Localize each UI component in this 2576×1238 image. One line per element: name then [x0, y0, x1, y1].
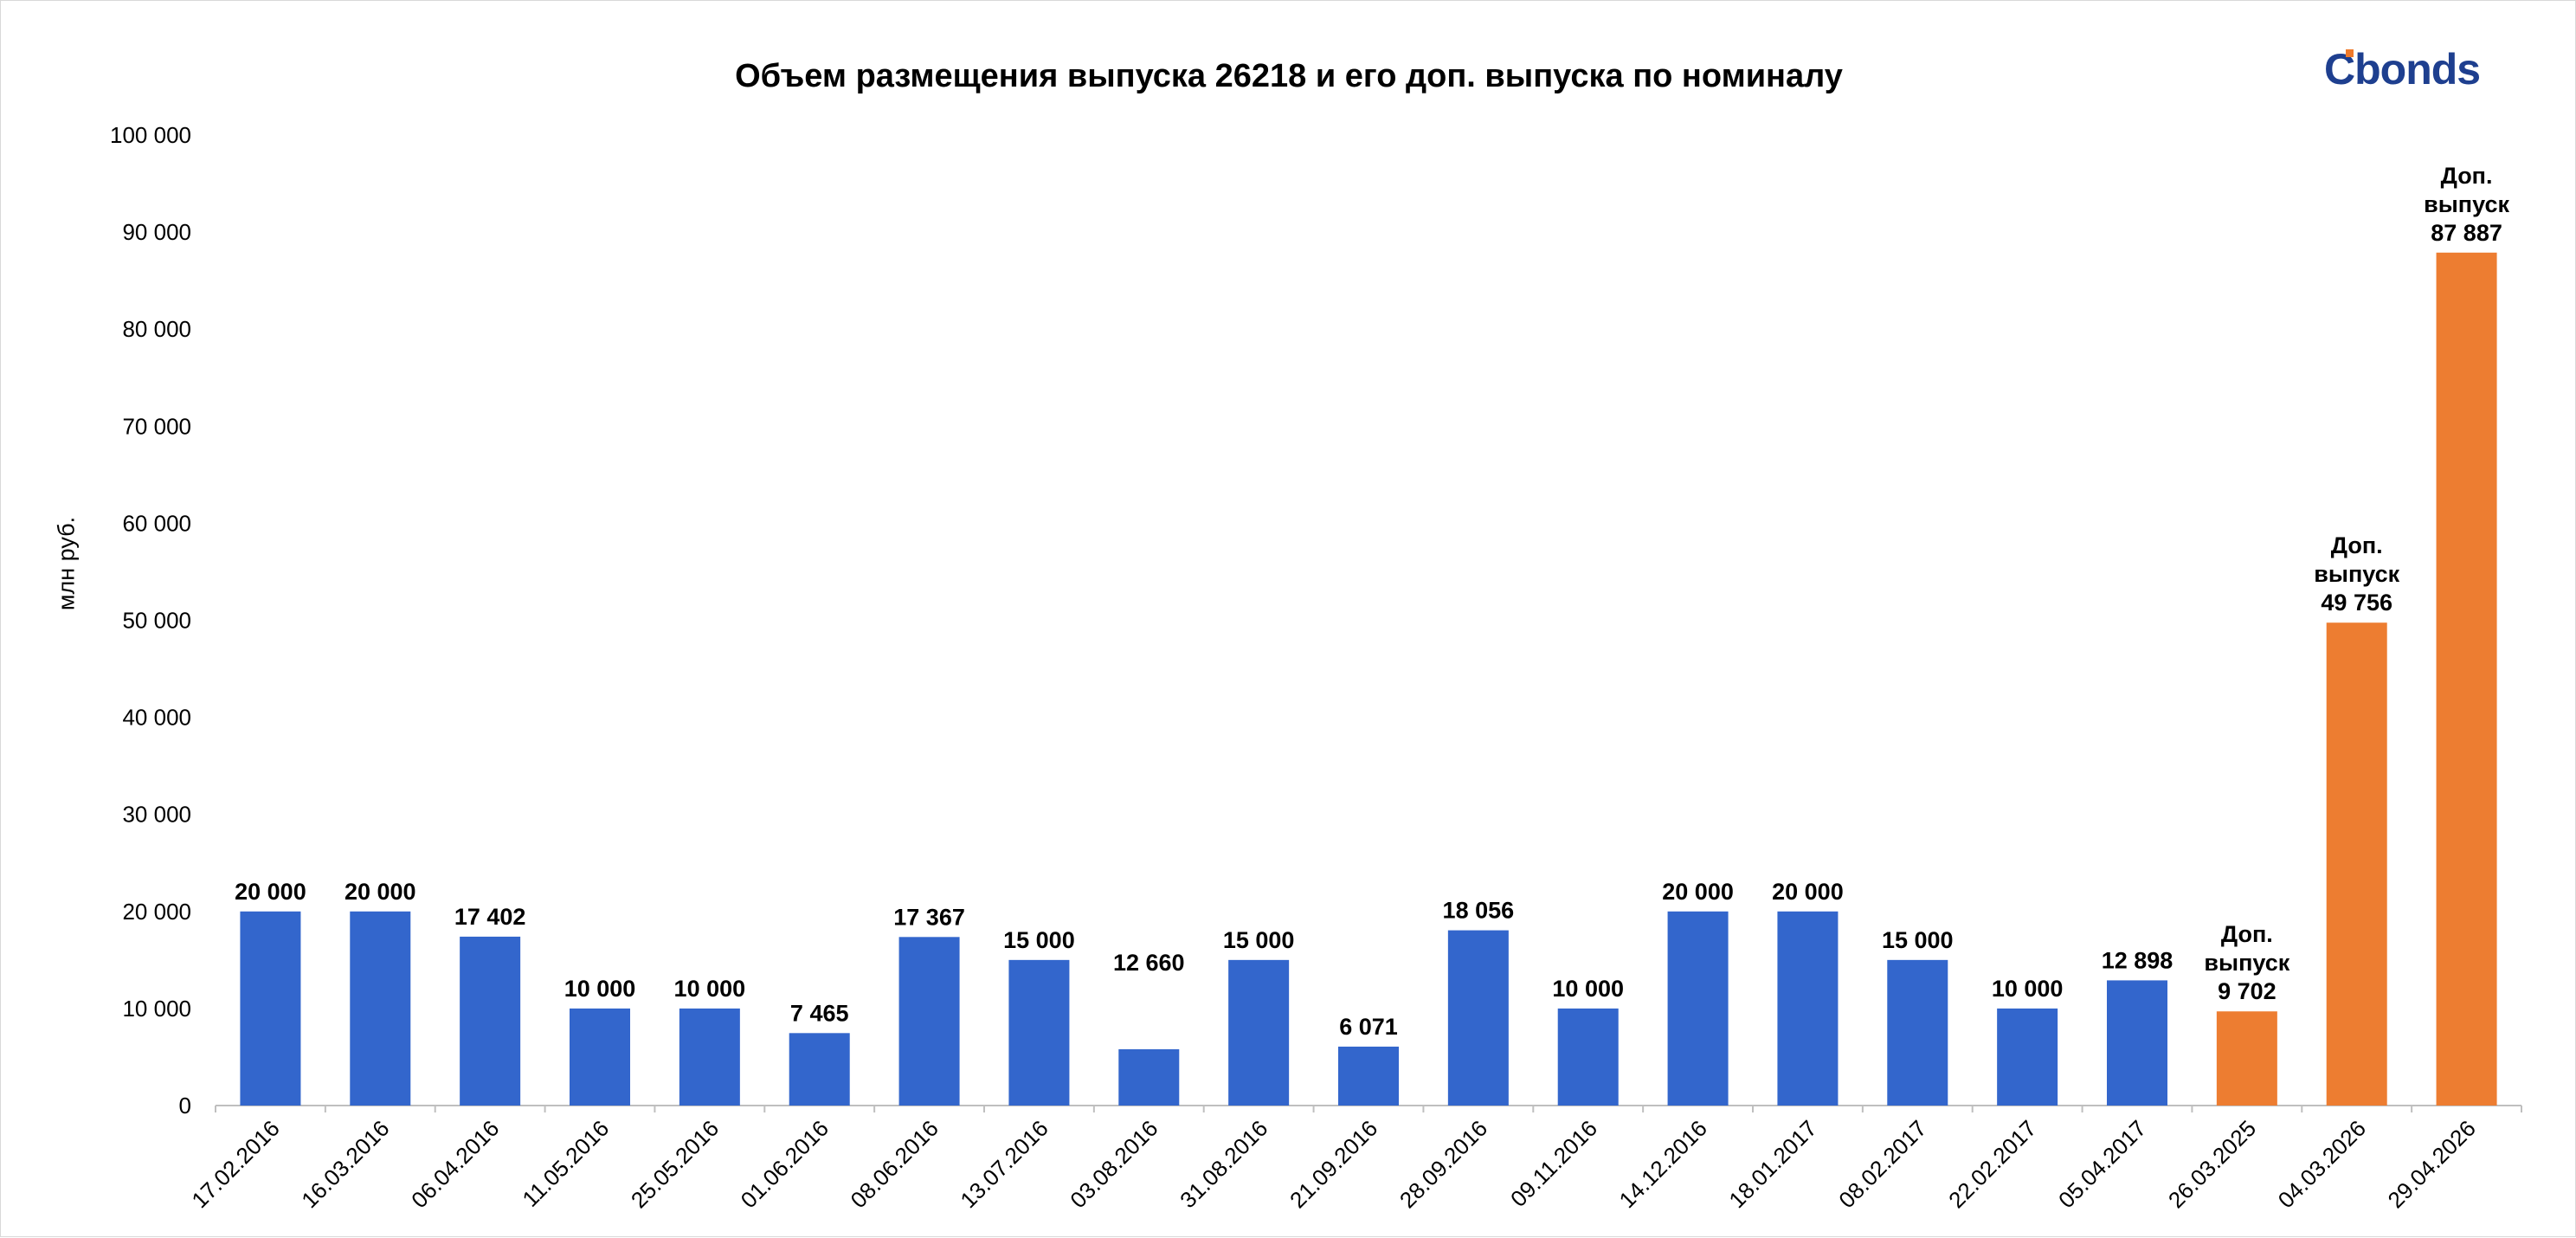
y-tick-label: 60 000 [122, 510, 191, 536]
bar [1447, 930, 1509, 1106]
x-tick-label: 17.02.2016 [186, 1115, 284, 1213]
x-tick-label: 21.09.2016 [1285, 1115, 1382, 1213]
data-label: 6 071 [1339, 1014, 1398, 1040]
bar [2107, 980, 2167, 1106]
x-tick-label: 01.06.2016 [736, 1115, 834, 1213]
data-label: 17 402 [454, 904, 526, 930]
bar [350, 911, 411, 1106]
y-tick-label: 100 000 [110, 122, 191, 148]
y-tick-label: 90 000 [122, 219, 191, 245]
data-label: выпуск [2424, 191, 2509, 217]
data-label: 15 000 [1003, 927, 1075, 953]
x-tick-label: 13.07.2016 [955, 1115, 1053, 1213]
x-tick-label: 22.02.2017 [1943, 1115, 2041, 1213]
bar [1118, 1048, 1180, 1106]
bar [2216, 1011, 2277, 1106]
data-label: Доп. [2221, 921, 2273, 947]
data-label: Доп. [2331, 532, 2383, 558]
bar [570, 1008, 630, 1106]
y-tick-label: 70 000 [122, 413, 191, 439]
data-label: 87 887 [2431, 220, 2502, 246]
y-tick-label: 50 000 [122, 608, 191, 634]
bar [240, 911, 301, 1106]
data-label: 12 660 [1113, 950, 1185, 976]
bar [1228, 959, 1290, 1106]
x-tick-label: 03.08.2016 [1065, 1115, 1162, 1213]
x-tick-label: 26.03.2025 [2163, 1115, 2261, 1213]
data-label: 15 000 [1223, 927, 1295, 953]
data-label: 7 465 [790, 1000, 849, 1026]
x-tick-label: 06.04.2016 [406, 1115, 504, 1213]
x-tick-label: 25.05.2016 [626, 1115, 724, 1213]
data-label: 20 000 [345, 879, 416, 905]
data-label: 20 000 [235, 879, 306, 905]
x-tick-label: 08.02.2017 [1833, 1115, 1931, 1213]
bar [2326, 622, 2387, 1106]
bar [1338, 1046, 1399, 1106]
bar [679, 1008, 740, 1106]
data-label: 10 000 [1552, 976, 1624, 1002]
y-tick-label: 80 000 [122, 316, 191, 342]
y-tick-label: 30 000 [122, 802, 191, 828]
data-label: 12 898 [2102, 947, 2174, 973]
data-label: 15 000 [1882, 927, 1954, 953]
x-tick-label: 04.03.2026 [2273, 1115, 2371, 1213]
x-tick-label: 05.04.2017 [2053, 1115, 2151, 1213]
bar [1667, 911, 1729, 1106]
bar [1008, 959, 1070, 1106]
x-tick-label: 14.12.2016 [1614, 1115, 1712, 1213]
bar [1997, 1008, 2058, 1106]
data-label: 10 000 [674, 976, 746, 1002]
chart-title: Объем размещения выпуска 26218 и его доп… [735, 58, 1843, 94]
bar [460, 936, 521, 1106]
x-tick-label: 11.05.2016 [517, 1115, 614, 1212]
x-tick-label: 16.03.2016 [296, 1115, 394, 1213]
data-label: 20 000 [1772, 879, 1844, 905]
x-tick-label: 08.06.2016 [846, 1115, 943, 1213]
data-label: 49 756 [2321, 590, 2392, 616]
data-label: 10 000 [1992, 976, 2064, 1002]
x-tick-label: 09.11.2016 [1505, 1115, 1602, 1212]
data-label: 18 056 [1443, 898, 1515, 924]
data-label: выпуск [2314, 561, 2399, 587]
bar [2436, 252, 2497, 1106]
data-label: 9 702 [2218, 978, 2277, 1004]
x-tick-label: 28.09.2016 [1394, 1115, 1492, 1213]
data-label: 20 000 [1662, 879, 1734, 905]
bar [1777, 911, 1839, 1106]
data-label: выпуск [2204, 950, 2289, 976]
y-tick-label: 0 [179, 1093, 191, 1119]
x-tick-label: 31.08.2016 [1175, 1115, 1272, 1213]
y-tick-label: 10 000 [122, 996, 191, 1022]
x-tick-label: 18.01.2017 [1723, 1115, 1821, 1213]
y-tick-label: 20 000 [122, 899, 191, 925]
data-label: 10 000 [564, 976, 636, 1002]
data-label: 17 367 [893, 904, 965, 930]
x-tick-label: 29.04.2026 [2383, 1115, 2481, 1213]
y-tick-label: 40 000 [122, 705, 191, 731]
bar [1887, 959, 1948, 1106]
cbonds-logo: Cbonds [2324, 45, 2481, 93]
bar [898, 937, 960, 1106]
bar [789, 1033, 850, 1106]
bar [1557, 1008, 1619, 1106]
data-label: Доп. [2441, 163, 2493, 189]
